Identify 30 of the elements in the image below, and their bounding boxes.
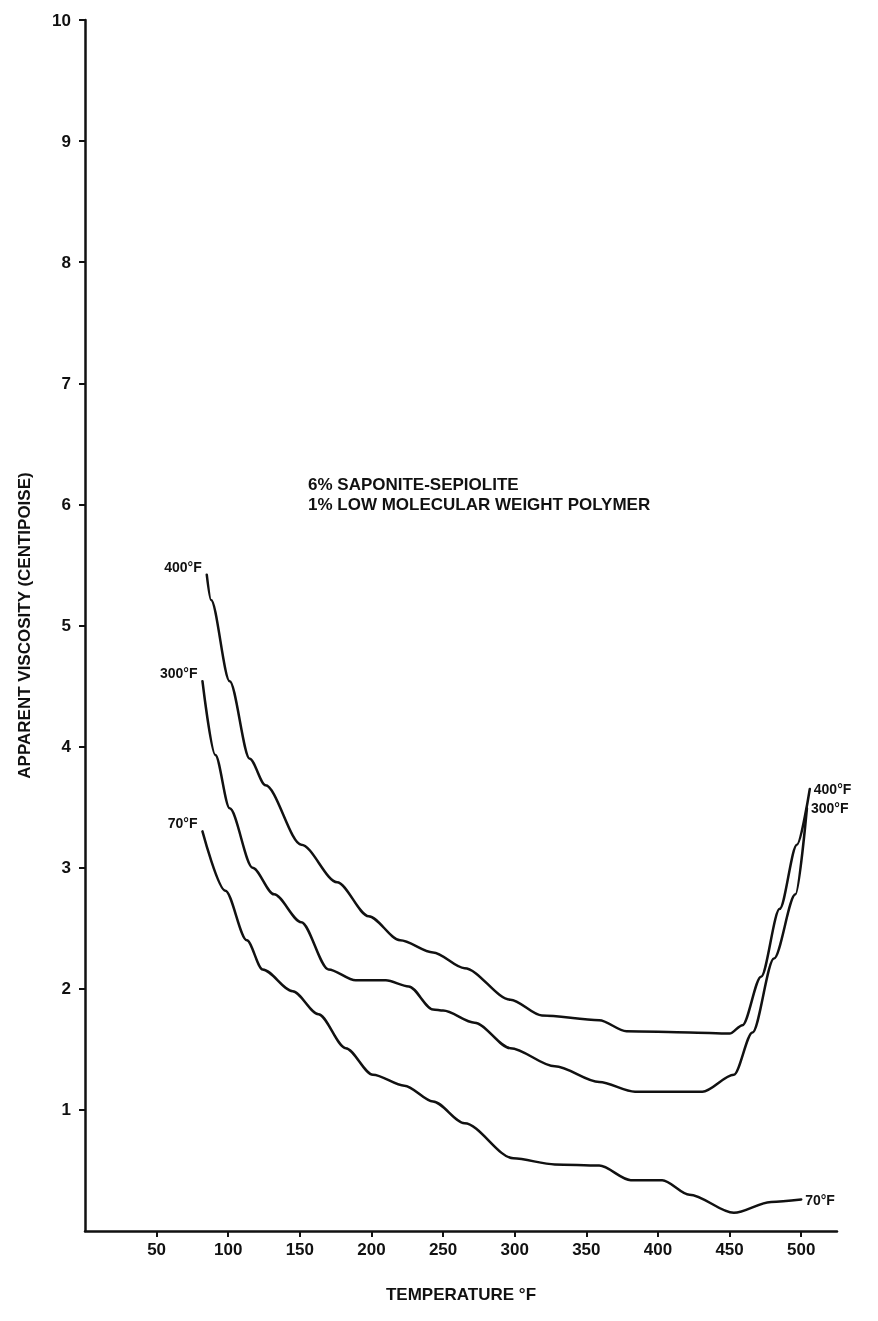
x-tick-label: 50	[147, 1240, 167, 1259]
y-tick-label: 9	[61, 131, 71, 151]
series-label: 300°F	[810, 800, 849, 817]
y-tick-label: 1	[61, 1100, 71, 1120]
y-tick-label: 5	[61, 616, 71, 635]
y-axis-title: APPARENT VISCOSITY (CENTIPOISE)	[15, 472, 34, 779]
y-tick-label: 2	[61, 979, 71, 999]
x-tick-label: 300	[500, 1240, 529, 1259]
x-tick-label: 350	[572, 1240, 601, 1259]
y-tick-label: 4	[61, 737, 72, 757]
x-tick-label: 250	[428, 1240, 458, 1259]
y-tick-label: 7	[61, 373, 71, 393]
text: 300°F	[159, 665, 198, 682]
x-tick-label: 450	[715, 1240, 744, 1259]
y-tick-label: 10	[52, 10, 71, 30]
x-tick-label: 150	[285, 1240, 315, 1259]
annotation: 1% LOW MOLECULAR WEIGHT POLYMER	[308, 495, 651, 514]
text: 400°F	[164, 558, 202, 575]
x-tick-label: 400	[643, 1240, 673, 1259]
annotation: 6% SAPONITE-SEPIOLITE	[308, 475, 519, 494]
y-tick-label: 3	[61, 858, 71, 878]
series-label: 400°F	[813, 780, 852, 797]
y-tick-label: 6	[61, 494, 71, 514]
x-tick-label: 100	[214, 1240, 243, 1259]
y-tick-label: 8	[61, 252, 71, 272]
text: 70°F	[167, 815, 198, 832]
x-tick-label: 200	[357, 1240, 386, 1259]
x-axis-title: TEMPERATURE °F	[385, 1285, 537, 1304]
series-label: 70°F	[805, 1191, 836, 1208]
x-tick-label: 500	[787, 1240, 816, 1259]
